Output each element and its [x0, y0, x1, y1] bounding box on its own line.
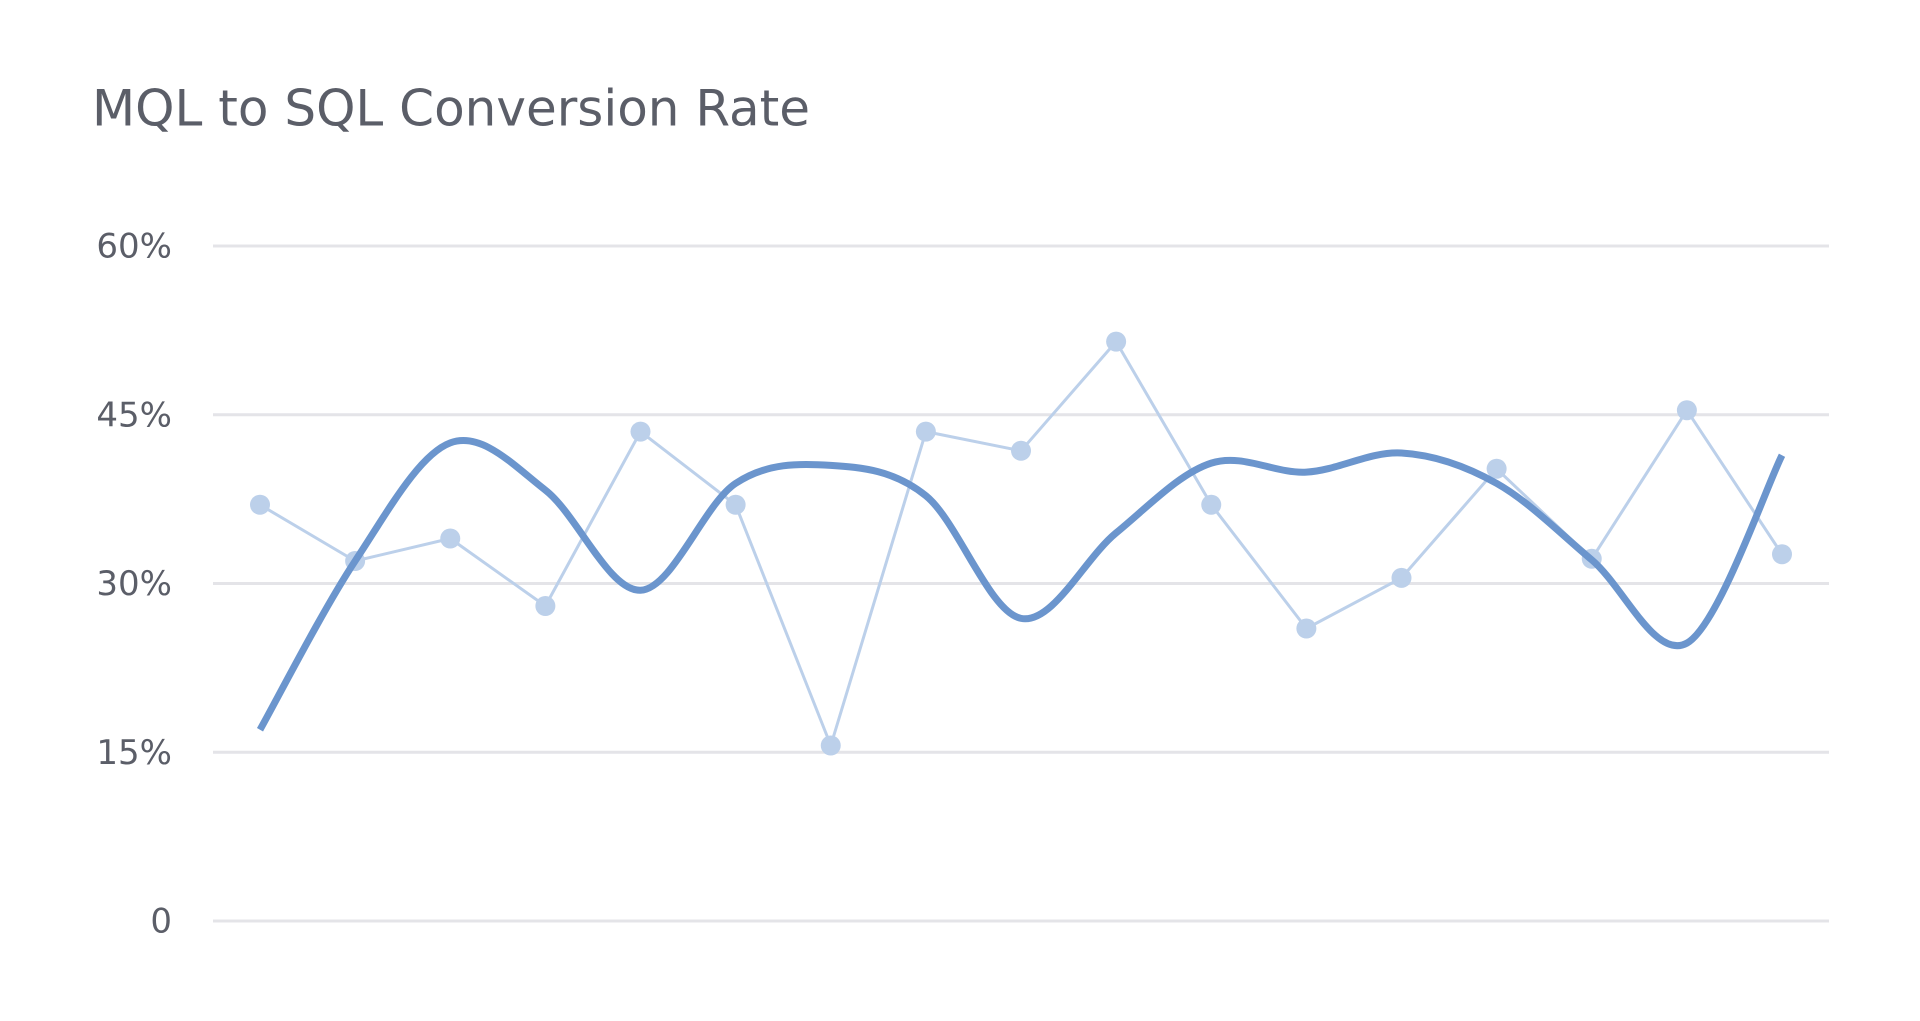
y-tick-label: 30% [96, 564, 172, 604]
data-point [535, 596, 556, 616]
data-point [1201, 494, 1222, 515]
data-point [915, 421, 936, 442]
y-tick-label: 60% [96, 227, 172, 267]
data-point [1391, 567, 1412, 588]
data-point [630, 421, 651, 442]
series-line [256, 437, 1786, 732]
y-tick-label: 45% [96, 395, 172, 435]
chart-title: MQL to SQL Conversion Rate [92, 80, 810, 138]
data-point [440, 528, 461, 549]
data-point [1772, 544, 1792, 565]
y-tick-label: 15% [96, 733, 172, 773]
data-point [1676, 400, 1697, 421]
data-point [250, 494, 270, 515]
data-point [1106, 331, 1127, 352]
series-line [259, 340, 1784, 747]
data-point [820, 735, 841, 756]
data-point [1011, 440, 1031, 461]
data-point [1486, 458, 1507, 479]
data-point [725, 494, 746, 515]
data-point [1296, 618, 1317, 639]
y-tick-label: 0 [150, 902, 172, 942]
